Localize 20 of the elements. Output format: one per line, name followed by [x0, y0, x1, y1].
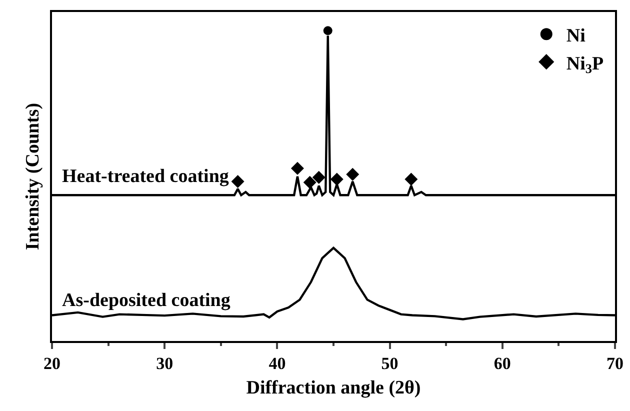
- legend-label: Ni$_{3}$P: [566, 53, 604, 76]
- point: [330, 172, 344, 186]
- point: [231, 174, 244, 188]
- point: [323, 26, 332, 36]
- x-axis-title: Diffraction angle (2θ): [246, 377, 421, 398]
- x-tick-label: 20: [44, 354, 60, 374]
- point: [290, 162, 304, 175]
- x-tick-label: 40: [268, 354, 286, 374]
- point: [404, 172, 418, 186]
- point: [303, 176, 316, 189]
- x-tick-label: 30: [156, 354, 174, 374]
- x-tick-label: 50: [381, 354, 398, 374]
- x-tick-label: 60: [494, 354, 511, 374]
- series-label: Heat-treated coating: [62, 166, 230, 187]
- series-label: As-deposited coating: [62, 290, 231, 311]
- x-tick-label: 70: [606, 354, 624, 374]
- point: [346, 168, 360, 181]
- point: [312, 170, 326, 184]
- y-axis-title: Intensity (Counts): [22, 102, 44, 250]
- legend-label: Ni: [566, 26, 586, 47]
